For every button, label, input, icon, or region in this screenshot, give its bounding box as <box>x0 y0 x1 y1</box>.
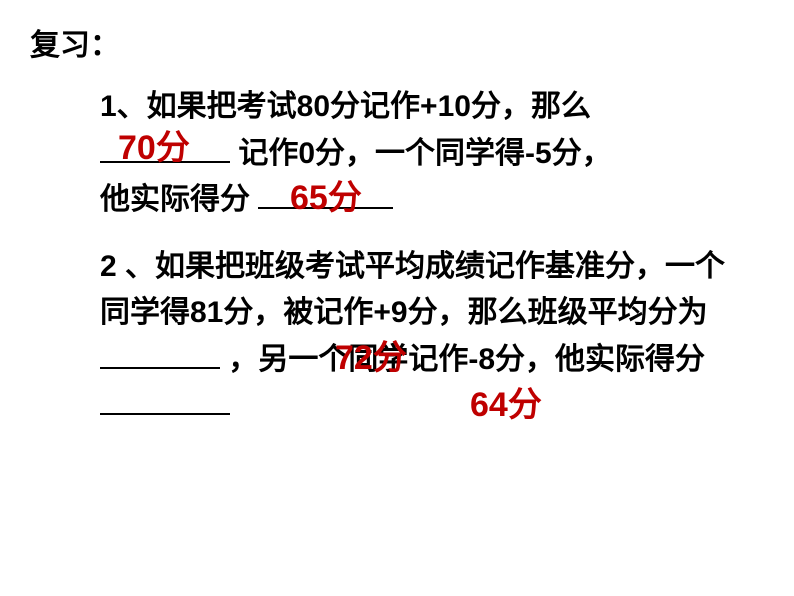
slide-page: 复习： 1、如果把考试80分记作+10分，那么 记作0分，一个同学得-5分， 他… <box>0 0 794 596</box>
q1-text-part1: 1、如果把考试80分记作+10分，那么 <box>100 90 591 123</box>
q2-text-part2: ，另一个同学记作-8分，他实际得分 <box>228 343 705 376</box>
q2-blank2 <box>100 413 230 415</box>
q2-answer2: 64分 <box>470 379 542 432</box>
review-header: 复习： <box>30 20 794 64</box>
q1-text-part3: 他实际得分 <box>100 183 250 216</box>
q2-blank1 <box>100 367 220 369</box>
question-2: 2 、如果把班级考试平均成绩记作基准分，一个同学得81分，被记作+9分，那么班级… <box>100 244 734 430</box>
q1-answer1: 70分 <box>118 122 190 175</box>
q1-answer2: 65分 <box>290 172 362 225</box>
q1-text-part2: 记作0分，一个同学得-5分， <box>238 137 611 170</box>
q2-text-part1: 2 、如果把班级考试平均成绩记作基准分，一个同学得81分，被记作+9分，那么班级… <box>100 250 725 330</box>
q2-answer1: 72分 <box>335 332 407 385</box>
question-1: 1、如果把考试80分记作+10分，那么 记作0分，一个同学得-5分， 他实际得分… <box>100 84 734 224</box>
